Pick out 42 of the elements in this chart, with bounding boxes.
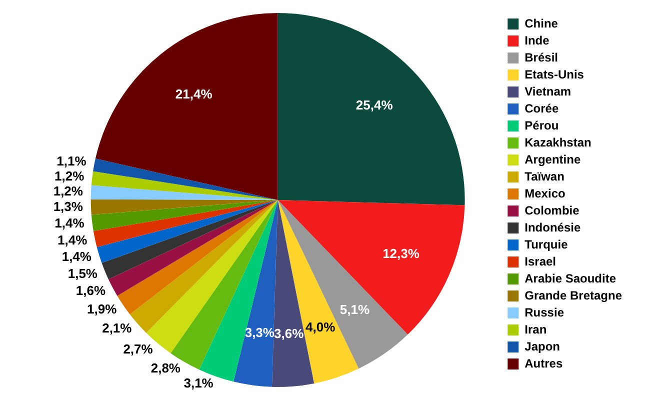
data-label: 2,8% [150,360,181,376]
legend-label: Grande Bretagne [524,288,622,302]
legend-label: Russie [524,305,564,320]
data-label: 3,6% [274,326,304,341]
data-label: 1,2% [53,184,84,199]
data-label: 1,3% [53,198,84,214]
legend-label: Argentine [524,152,581,166]
data-label: 1,5% [68,266,98,281]
data-label: 1,4% [58,232,88,248]
legend-label: Inde [524,33,550,48]
legend-label: Brésil [524,50,558,64]
data-label: 2,1% [102,320,132,336]
legend-label: Arabie Saoudite [524,271,616,286]
legend-label: Etats-Unis [524,67,584,82]
data-label: 12,3% [382,246,420,261]
legend-label: Autres [524,356,563,370]
data-label: 4,0% [305,319,336,334]
data-label: 3,1% [184,376,214,391]
legend-label: Corée [524,101,559,116]
data-label: 2,7% [123,341,154,356]
legend-label: Pérou [524,118,559,132]
data-label: 1,4% [62,249,92,264]
legend-label: Israel [524,254,556,268]
legend-label: Colombie [524,203,580,218]
legend-label: Iran [524,322,547,336]
data-label: 1,9% [87,301,118,316]
legend-label: Kazakhstan [524,135,592,150]
data-label: 25,4% [356,98,394,113]
legend-label: Taïwan [524,169,564,184]
data-label: 3,3% [244,324,275,340]
data-label: 1,2% [54,168,85,184]
legend-label: Japon [524,339,560,354]
legend-label: Indonésie [524,220,581,234]
data-label: 5,1% [340,302,370,318]
legend-label: Turquie [524,237,568,252]
legend-label: Mexico [524,186,566,200]
data-label: 1,4% [54,215,85,230]
legend-label: Chine [524,16,558,30]
data-label: 21,4% [175,86,213,102]
data-label: 1,6% [76,282,106,298]
data-label: 1,1% [56,154,87,169]
legend-label: Vietnam [524,84,572,98]
